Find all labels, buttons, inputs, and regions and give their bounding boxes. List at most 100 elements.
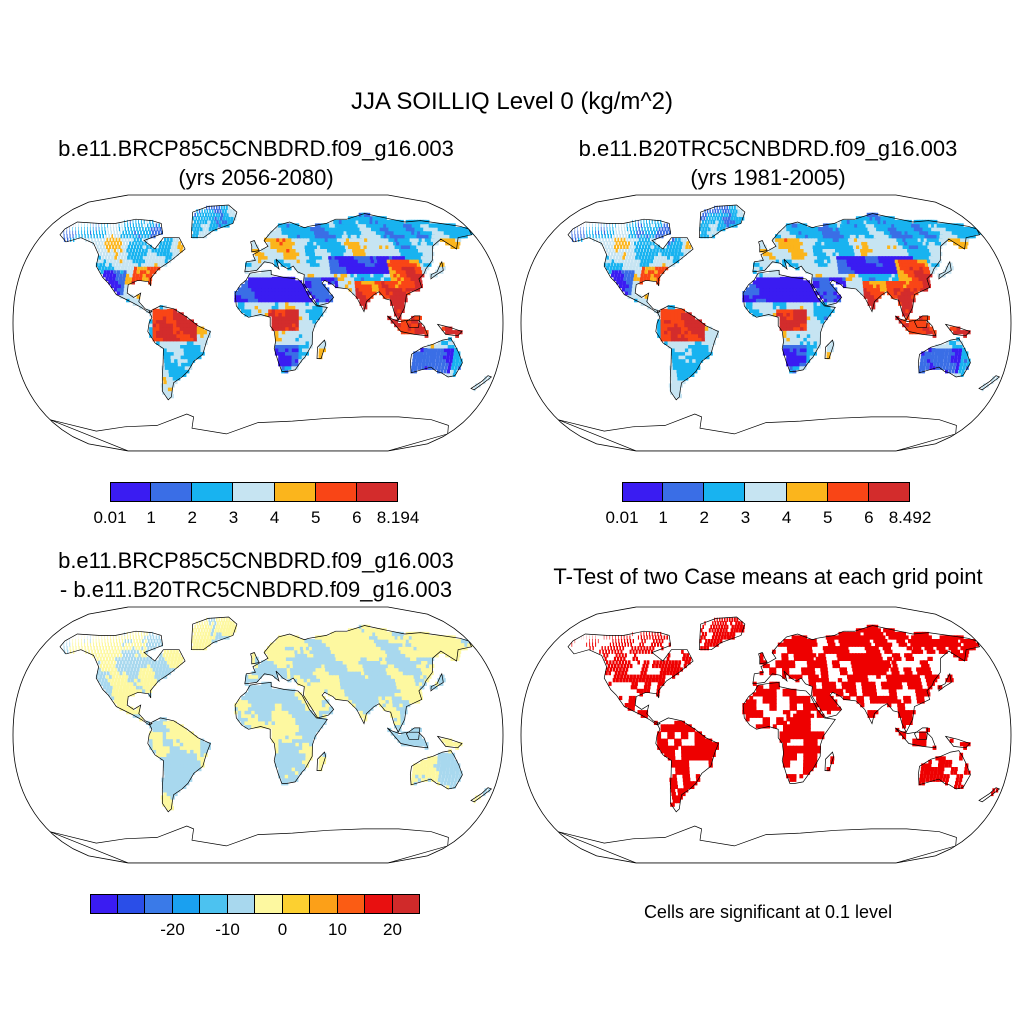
grid-cell	[411, 280, 416, 285]
grid-cell	[241, 287, 246, 292]
grid-cell	[929, 330, 934, 335]
grid-cell	[902, 319, 907, 324]
grid-cell	[884, 237, 890, 242]
grid-cell	[274, 291, 279, 296]
grid-cell	[787, 244, 792, 249]
grid-cell	[273, 237, 278, 242]
grid-cell	[808, 262, 813, 267]
grid-cell	[422, 251, 428, 257]
grid-cell	[866, 248, 872, 253]
grid-cell	[681, 237, 684, 242]
grid-cell	[830, 294, 835, 299]
grid-cell	[369, 255, 375, 260]
grid-cell	[393, 298, 398, 303]
grid-cell	[649, 223, 651, 228]
grid-cell	[792, 365, 797, 370]
grid-cell	[856, 262, 862, 267]
grid-cell	[309, 330, 313, 335]
grid-cell	[779, 276, 784, 281]
grid-cell	[388, 237, 394, 242]
grid-cell	[803, 248, 808, 253]
grid-cell	[803, 333, 808, 338]
grid-cell	[270, 234, 274, 239]
grid-cell	[902, 244, 908, 249]
grid-cell	[109, 251, 112, 257]
grid-cell	[669, 369, 675, 374]
grid-cell	[626, 280, 630, 285]
grid-cell	[322, 294, 327, 299]
grid-cell	[285, 244, 290, 249]
grid-cell	[360, 273, 365, 278]
figure-title: JJA SOILLIQ Level 0 (kg/m^2)	[350, 88, 674, 115]
grid-cell	[674, 333, 679, 338]
grid-cell	[905, 308, 910, 313]
grid-cell	[753, 262, 757, 267]
grid-cell	[574, 234, 576, 239]
grid-cell	[125, 262, 129, 267]
grid-cell	[130, 255, 134, 260]
grid-cell	[171, 244, 174, 249]
grid-cell	[729, 219, 733, 225]
grid-cell	[105, 262, 109, 267]
grid-cell	[650, 237, 653, 242]
grid-cell	[373, 227, 380, 232]
grid-cell	[871, 255, 876, 260]
grid-cell	[445, 358, 450, 363]
grid-cell	[370, 259, 376, 264]
grid-cell	[631, 291, 635, 296]
grid-cell	[649, 262, 653, 267]
grid-cell	[197, 227, 200, 232]
grid-cell	[173, 340, 178, 345]
grid-cell	[781, 241, 786, 246]
grid-cell	[78, 227, 79, 232]
grid-cell	[961, 244, 968, 249]
grid-cell	[397, 326, 402, 331]
grid-cell	[258, 251, 262, 257]
grid-cell	[805, 266, 810, 271]
grid-cell	[291, 362, 296, 367]
grid-cell	[789, 234, 794, 239]
grid-cell	[348, 259, 353, 264]
grid-cell	[755, 312, 760, 317]
grid-cell	[864, 234, 870, 239]
grid-cell	[176, 326, 181, 331]
grid-cell	[806, 330, 811, 335]
grid-cell	[691, 344, 696, 349]
grid-cell	[831, 269, 836, 274]
grid-cell	[344, 259, 350, 264]
grid-cell	[448, 330, 453, 335]
grid-cell	[396, 298, 401, 303]
grid-cell	[254, 273, 259, 278]
grid-cell	[118, 276, 123, 281]
grid-cell	[687, 319, 692, 324]
grid-cell	[292, 326, 296, 331]
grid-cell	[152, 308, 157, 313]
grid-cell	[897, 234, 903, 239]
grid-cell	[820, 323, 825, 328]
grid-cell	[713, 230, 716, 235]
grid-cell	[670, 326, 675, 331]
grid-cell	[427, 255, 433, 260]
grid-cell	[657, 326, 662, 331]
grid-cell	[842, 280, 847, 285]
grid-cell	[812, 280, 817, 285]
grid-cell	[923, 358, 928, 363]
grid-cell	[131, 262, 135, 267]
grid-cell	[184, 358, 189, 363]
grid-cell	[701, 323, 706, 328]
grid-cell	[681, 379, 686, 385]
grid-cell	[445, 326, 449, 331]
grid-cell	[379, 244, 385, 249]
grid-cell	[206, 205, 208, 210]
panel-3-title: b.e11.BRCP85C5CNBDRD.f09_g16.003 - b.e11…	[0, 546, 512, 604]
grid-cell	[919, 266, 925, 271]
grid-cell	[430, 344, 435, 349]
grid-cell	[337, 241, 343, 246]
grid-cell	[104, 255, 108, 260]
grid-cell	[848, 241, 854, 246]
grid-cell	[327, 280, 333, 285]
grid-cell	[222, 209, 225, 214]
grid-cell	[282, 237, 287, 242]
grid-cell	[270, 248, 275, 253]
grid-cell	[183, 323, 188, 328]
